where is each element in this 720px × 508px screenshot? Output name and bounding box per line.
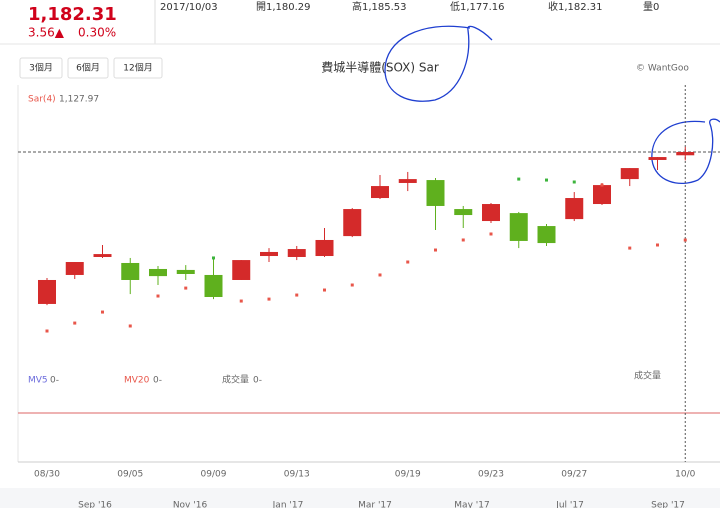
sar-dot xyxy=(323,288,326,292)
quote-low: 低1,177.16 xyxy=(450,0,505,13)
navigator-label: Mar '17 xyxy=(358,501,392,508)
quote-date: 2017/10/03 xyxy=(160,2,218,13)
sar-dot xyxy=(212,256,215,260)
quote-close: 收1,182.31 xyxy=(548,0,603,13)
sar-dot xyxy=(267,297,271,301)
sar-dot xyxy=(128,324,132,328)
x-tick-label: 09/19 xyxy=(395,470,421,480)
header xyxy=(0,0,720,44)
range-button-label[interactable]: 3個月 xyxy=(29,62,53,74)
candle-body xyxy=(398,179,417,183)
candle-body xyxy=(454,209,473,216)
candle-body xyxy=(343,209,362,237)
navigator-label: Jul '17 xyxy=(555,501,584,508)
candle-body xyxy=(232,260,251,280)
sar-dot xyxy=(545,178,548,182)
candle-body xyxy=(65,262,84,275)
sar-dot xyxy=(156,294,160,298)
x-tick-label: 09/13 xyxy=(284,470,310,480)
annotation-circle xyxy=(651,118,720,184)
volume-label: 成交量 xyxy=(222,374,249,386)
mv20-label: MV20 xyxy=(124,376,150,386)
range-button[interactable] xyxy=(113,57,163,79)
candle-body xyxy=(176,269,195,274)
percent: 0.30% xyxy=(78,26,116,40)
candle-body xyxy=(38,279,56,304)
sar-dot xyxy=(406,260,410,264)
sar-dot xyxy=(489,232,493,236)
navigator-label: Jan '17 xyxy=(272,501,304,508)
sar-dot xyxy=(45,329,49,333)
sar-legend-name: Sar(4) xyxy=(28,95,56,105)
candle-body xyxy=(260,251,278,257)
range-button-label[interactable]: 6個月 xyxy=(76,62,100,74)
candle-body xyxy=(537,226,556,244)
candle-body xyxy=(287,249,306,257)
sar-legend-value: 1,127.97 xyxy=(59,95,99,105)
x-tick-label: 10/0 xyxy=(675,470,695,480)
sar-dot xyxy=(434,248,437,252)
navigator-label: Sep '16 xyxy=(78,501,112,508)
candle-body xyxy=(620,168,639,180)
navigator-label: Nov '16 xyxy=(173,501,208,508)
candle-body xyxy=(509,213,528,241)
sar-dot xyxy=(184,286,188,290)
range-button[interactable] xyxy=(67,57,109,79)
chart-title: 費城半導體(SOX) Sar xyxy=(321,60,439,75)
volume-value: 0- xyxy=(253,376,262,386)
navigator[interactable] xyxy=(0,488,720,508)
candle-body xyxy=(648,157,667,160)
navigator-label: May '17 xyxy=(454,501,489,508)
mv20-value: 0- xyxy=(153,376,162,386)
candle-body xyxy=(565,198,584,220)
candle-body xyxy=(593,185,611,205)
mv5-label: MV5 xyxy=(28,376,48,386)
sar-dot xyxy=(683,238,687,242)
quote-volume: 量0 xyxy=(643,1,659,13)
candle-body xyxy=(204,274,223,297)
sar-dot xyxy=(461,238,465,242)
x-tick-label: 09/05 xyxy=(117,470,143,480)
candle-body xyxy=(121,262,140,280)
sar-dot xyxy=(101,310,104,314)
x-tick-label: 09/23 xyxy=(478,470,504,480)
x-tick-label: 08/30 xyxy=(34,470,60,480)
range-button[interactable] xyxy=(19,57,63,79)
sar-dot xyxy=(628,246,632,250)
credit: © WantGoo xyxy=(636,64,689,74)
sar-dot xyxy=(295,293,299,297)
candle-body xyxy=(676,152,695,156)
mv5-value: 0- xyxy=(50,376,59,386)
sar-dot xyxy=(600,183,604,187)
candle-body xyxy=(482,204,500,222)
x-tick-label: 09/09 xyxy=(201,470,227,480)
annotation-circle xyxy=(384,25,493,102)
candle-body xyxy=(426,180,445,206)
quote-high: 高1,185.53 xyxy=(352,0,407,13)
sar-dot xyxy=(656,243,659,247)
volume-axis-label: 成交量 xyxy=(634,370,661,382)
sar-dot xyxy=(572,180,576,184)
x-tick-label: 09/27 xyxy=(561,470,587,480)
change: 3.56▲ xyxy=(28,26,65,40)
sar-dot xyxy=(350,283,354,287)
sar-dot xyxy=(517,177,521,181)
candle-body xyxy=(149,268,167,277)
price: 1,182.31 xyxy=(28,4,117,25)
quote-open: 開1,180.29 xyxy=(256,1,311,13)
candle-body xyxy=(315,239,334,257)
candle-body xyxy=(371,186,389,199)
range-button-label[interactable]: 12個月 xyxy=(123,62,152,74)
sar-dot xyxy=(73,321,77,325)
sar-dot xyxy=(239,299,243,303)
sar-dot xyxy=(378,273,382,277)
navigator-label: Sep '17 xyxy=(651,501,685,508)
candle-body xyxy=(93,254,112,257)
